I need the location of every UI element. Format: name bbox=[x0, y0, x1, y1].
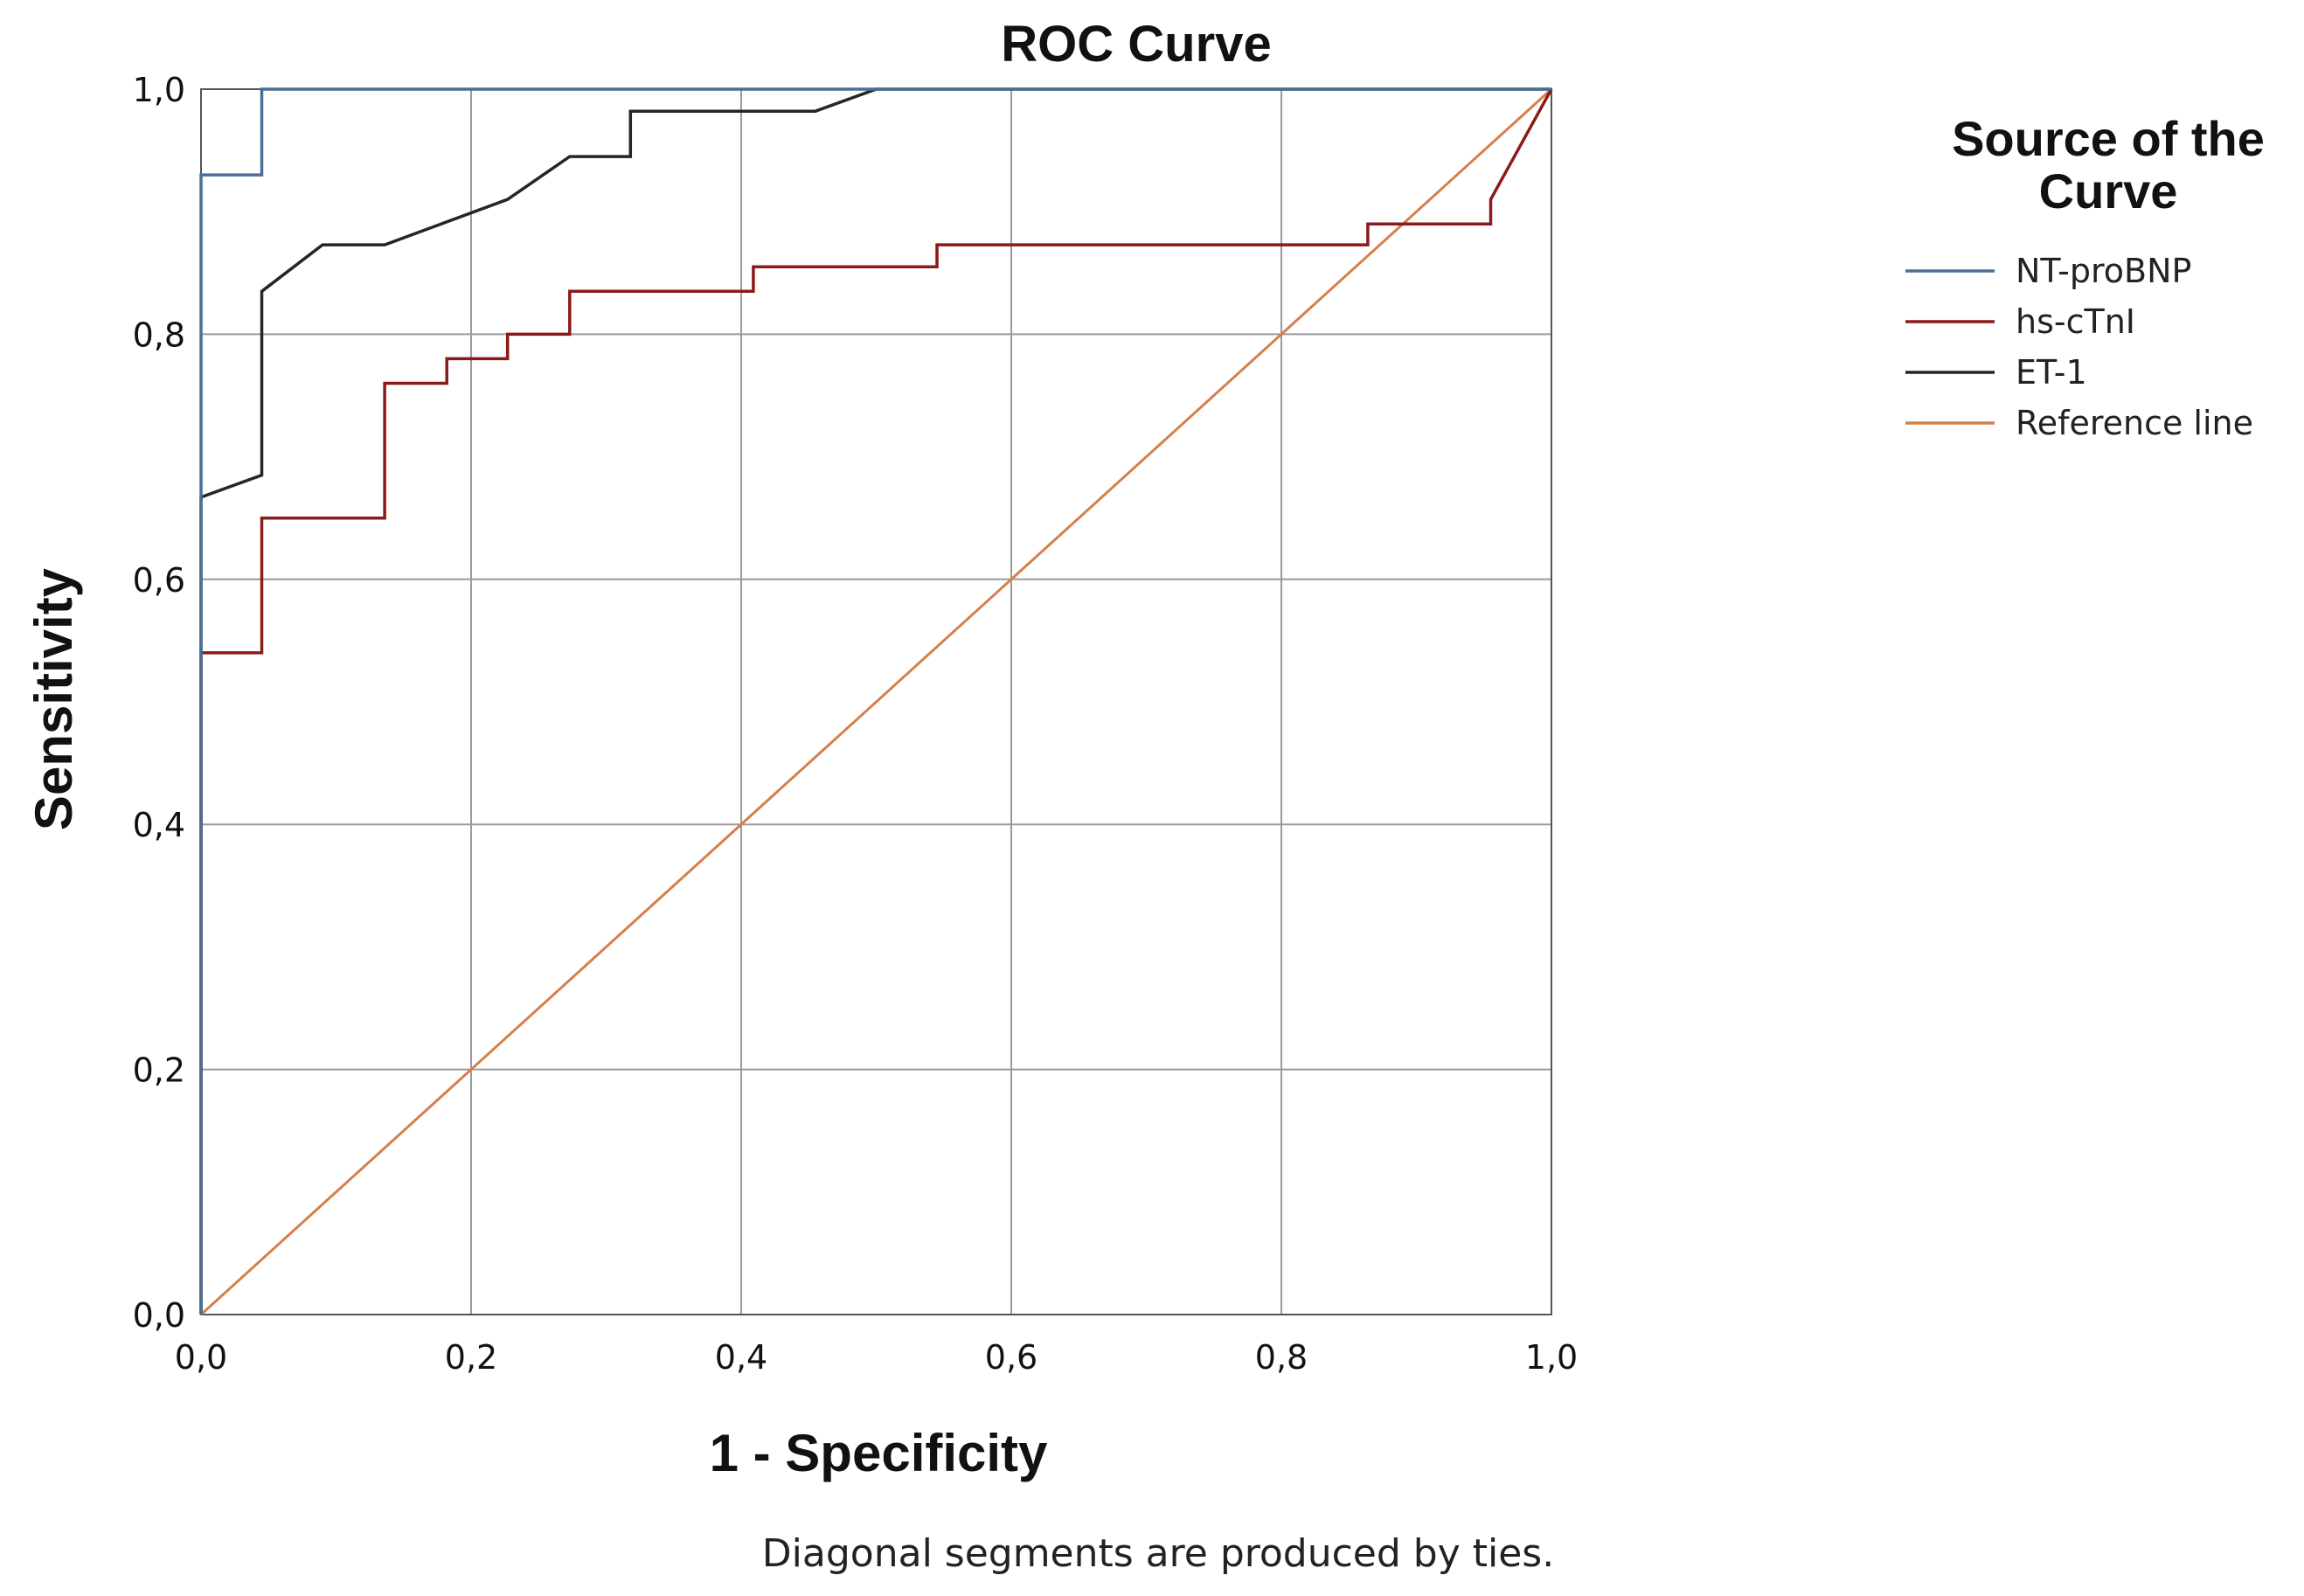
y-tick-label: 0,8 bbox=[133, 316, 185, 354]
chart-title: ROC Curve bbox=[1001, 16, 1271, 73]
x-tick-label: 0,4 bbox=[715, 1338, 767, 1377]
legend-label-reference-line: Reference line bbox=[2016, 404, 2253, 442]
legend: Source of the Curve NT-proBNP hs-cTnI ET-1… bbox=[1905, 111, 2265, 442]
y-tick-label: 0,2 bbox=[133, 1051, 185, 1090]
y-tick-label: 0,0 bbox=[133, 1296, 185, 1335]
y-axis-title: Sensitivity bbox=[24, 567, 83, 830]
series-line-et-1 bbox=[199, 87, 1551, 1315]
legend-title-line1: Source of the bbox=[1952, 111, 2265, 166]
x-tick-labels: 0,0 0,2 0,4 0,6 0,8 1,0 bbox=[175, 1338, 1578, 1377]
y-tick-label: 1,0 bbox=[133, 71, 185, 109]
legend-label-nt-probnp: NT-proBNP bbox=[2016, 252, 2191, 290]
y-tick-labels: 0,0 0,2 0,4 0,6 0,8 1,0 bbox=[133, 71, 185, 1335]
series-line-nt-probnp bbox=[199, 87, 1551, 1315]
legend-label-et-1: ET-1 bbox=[2016, 353, 2087, 392]
x-axis-title: 1 - Specificity bbox=[710, 1424, 1048, 1482]
x-tick-label: 1,0 bbox=[1525, 1338, 1578, 1377]
series-line-hs-ctni bbox=[199, 88, 1553, 1315]
x-tick-label: 0,0 bbox=[175, 1338, 227, 1377]
y-tick-label: 0,6 bbox=[133, 561, 185, 600]
x-tick-label: 0,2 bbox=[445, 1338, 497, 1377]
legend-items: NT-proBNP hs-cTnI ET-1 Reference line bbox=[1905, 252, 2253, 442]
x-tick-label: 0,8 bbox=[1255, 1338, 1308, 1377]
footnote: Diagonal segments are produced by ties. bbox=[762, 1531, 1554, 1576]
y-tick-label: 0,4 bbox=[133, 806, 185, 844]
series-lines bbox=[199, 87, 1553, 1316]
legend-title-line2: Curve bbox=[2039, 163, 2178, 219]
x-tick-label: 0,6 bbox=[985, 1338, 1037, 1377]
legend-label-hs-ctni: hs-cTnI bbox=[2016, 302, 2135, 341]
series-line-reference-line bbox=[199, 87, 1553, 1316]
